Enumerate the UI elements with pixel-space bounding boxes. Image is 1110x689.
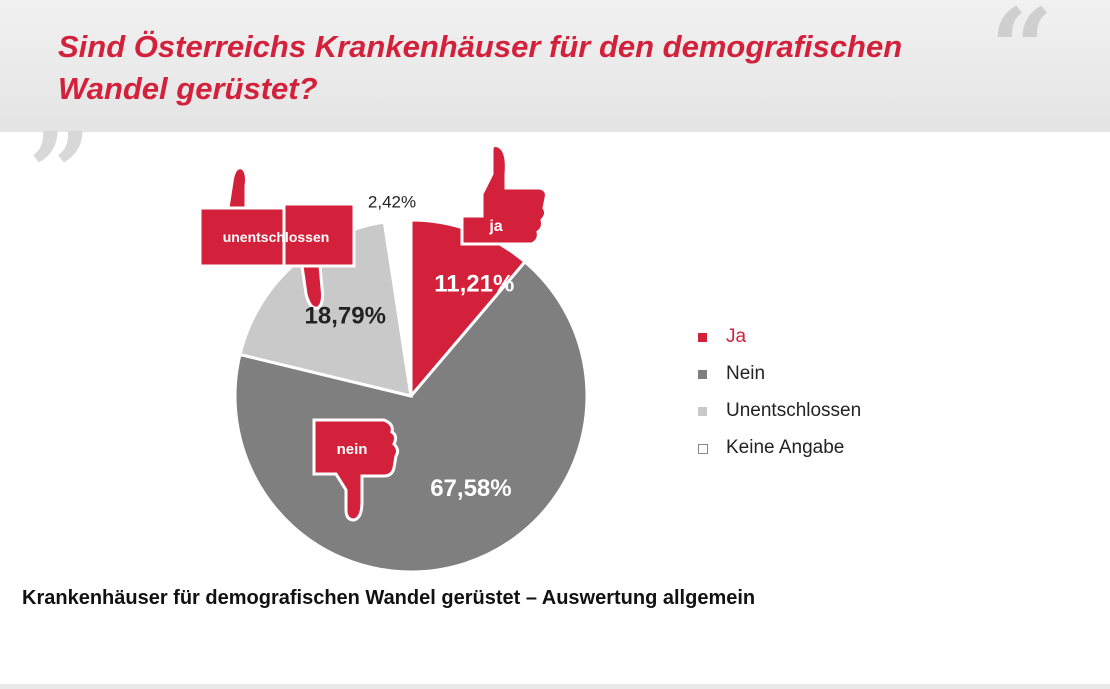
badge-label-unentschlossen: unentschlossen — [223, 229, 330, 245]
thumbs-up-icon: ja — [460, 144, 548, 246]
footer-divider — [0, 684, 1110, 689]
thumb-badges: ja unentschlossen nein — [198, 144, 548, 522]
data-label-ja: 11,21% — [434, 271, 514, 298]
chart-area: ja unentschlossen nein 11,21% 67,58% 18,79… — [0, 132, 1110, 592]
pie-slice-keine-angabe — [382, 218, 413, 397]
legend-item-ja: Ja — [696, 322, 861, 359]
legend-label-nein: Nein — [726, 363, 766, 384]
pie-slices — [233, 218, 589, 574]
badge-label-nein: nein — [337, 441, 368, 458]
legend-swatch-keine-angabe — [698, 444, 708, 454]
title-banner: “ „ Sind Österreichs Krankenhäuser für d… — [0, 0, 1110, 165]
pie-slice-nein — [233, 259, 589, 574]
legend-item-unentschlossen: Unentschlossen — [696, 396, 861, 433]
legend-item-keine-angabe: Keine Angabe — [696, 433, 861, 470]
legend-swatch-nein — [698, 370, 707, 379]
chart-legend: Ja Nein Unentschlossen Keine Angabe — [696, 322, 861, 470]
legend-label-unentschlossen: Unentschlossen — [726, 400, 862, 421]
legend-label-ja: Ja — [726, 326, 747, 347]
legend-swatch-unentschlossen — [698, 407, 707, 416]
data-label-unentschlossen: 18,79% — [305, 303, 386, 330]
chart-caption: Krankenhäuser für demografischen Wandel … — [22, 587, 756, 609]
badge-label-ja: ja — [488, 218, 502, 235]
data-label-keine-angabe: 2,42% — [368, 192, 416, 211]
page-title: Sind Österreichs Krankenhäuser für den d… — [58, 29, 903, 106]
thumbs-sideways-icon: unentschlossen — [198, 166, 356, 310]
pie-chart: ja unentschlossen nein 11,21% 67,58% 18,79… — [198, 144, 589, 574]
quote-mark-close-icon: “ — [990, 0, 1054, 113]
legend-item-nein: Nein — [696, 359, 861, 396]
quote-mark-open-icon: „ — [30, 45, 94, 174]
data-label-nein: 67,58% — [430, 475, 511, 502]
legend-label-keine-angabe: Keine Angabe — [726, 437, 845, 458]
slice-labels: 11,21% 67,58% 18,79% 2,42% — [305, 192, 515, 502]
thumbs-down-icon: nein — [312, 418, 400, 522]
legend-swatch-ja — [698, 333, 707, 342]
